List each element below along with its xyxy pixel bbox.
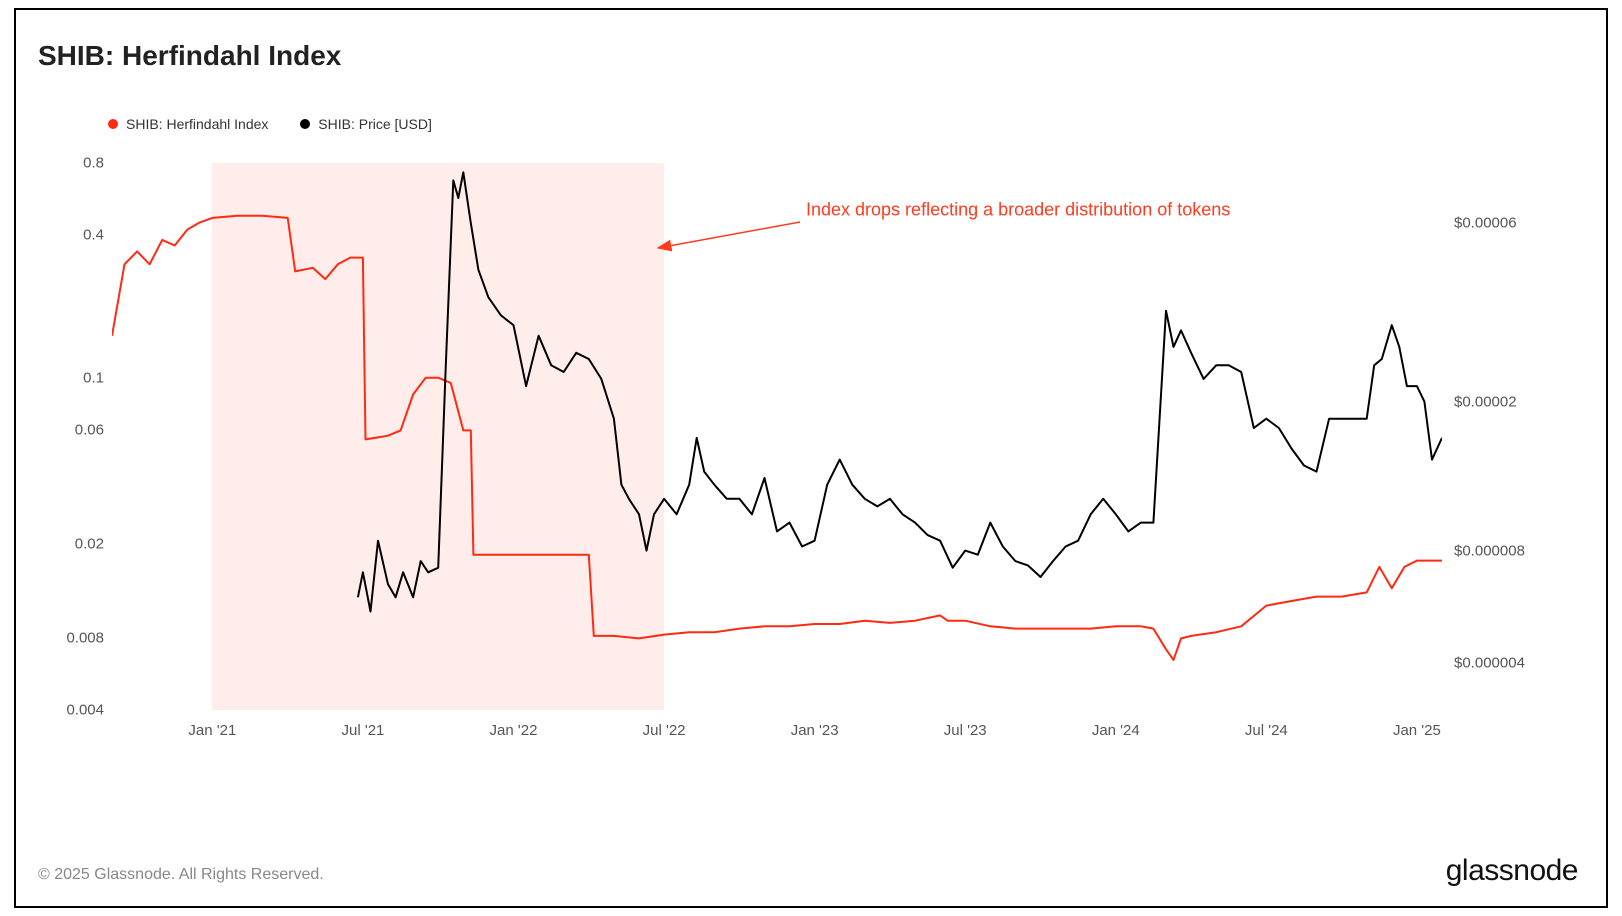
legend-dot-index bbox=[108, 119, 118, 129]
legend-label-price: SHIB: Price [USD] bbox=[318, 116, 432, 132]
annotation-text: Index drops reflecting a broader distrib… bbox=[806, 200, 1230, 221]
chart-legend: SHIB: Herfindahl Index SHIB: Price [USD] bbox=[108, 116, 460, 132]
x-tick: Jan '25 bbox=[1393, 722, 1441, 739]
y-left-tick: 0.8 bbox=[34, 155, 104, 172]
y-right-tick: $0.00006 bbox=[1454, 215, 1574, 232]
y-left-tick: 0.4 bbox=[34, 226, 104, 243]
legend-item-price: SHIB: Price [USD] bbox=[300, 116, 432, 132]
legend-label-index: SHIB: Herfindahl Index bbox=[126, 116, 268, 132]
x-tick: Jul '22 bbox=[643, 722, 686, 739]
x-tick: Jul '21 bbox=[341, 722, 384, 739]
line-price bbox=[358, 172, 1442, 611]
footer-brand: glassnode bbox=[1446, 854, 1578, 888]
chart-title: SHIB: Herfindahl Index bbox=[38, 40, 341, 72]
chart-svg bbox=[112, 140, 1442, 710]
x-tick: Jan '22 bbox=[490, 722, 538, 739]
x-tick: Jul '23 bbox=[944, 722, 987, 739]
footer-copyright: © 2025 Glassnode. All Rights Reserved. bbox=[38, 866, 324, 884]
x-tick: Jul '24 bbox=[1245, 722, 1288, 739]
annotation-arrow bbox=[658, 222, 800, 248]
y-left-tick: 0.02 bbox=[34, 535, 104, 552]
plot-area: Index drops reflecting a broader distrib… bbox=[112, 140, 1442, 710]
y-left-tick: 0.004 bbox=[34, 702, 104, 719]
y-right-tick: $0.000004 bbox=[1454, 655, 1574, 672]
y-left-tick: 0.008 bbox=[34, 630, 104, 647]
y-right-tick: $0.00002 bbox=[1454, 393, 1574, 410]
x-tick: Jan '21 bbox=[188, 722, 236, 739]
line-herfindahl bbox=[112, 216, 1442, 660]
legend-dot-price bbox=[300, 119, 310, 129]
legend-item-index: SHIB: Herfindahl Index bbox=[108, 116, 268, 132]
chart-frame: SHIB: Herfindahl Index SHIB: Herfindahl … bbox=[14, 8, 1608, 908]
y-right-tick: $0.000008 bbox=[1454, 542, 1574, 559]
y-left-tick: 0.1 bbox=[34, 369, 104, 386]
x-tick: Jan '23 bbox=[791, 722, 839, 739]
y-left-tick: 0.06 bbox=[34, 422, 104, 439]
x-tick: Jan '24 bbox=[1092, 722, 1140, 739]
